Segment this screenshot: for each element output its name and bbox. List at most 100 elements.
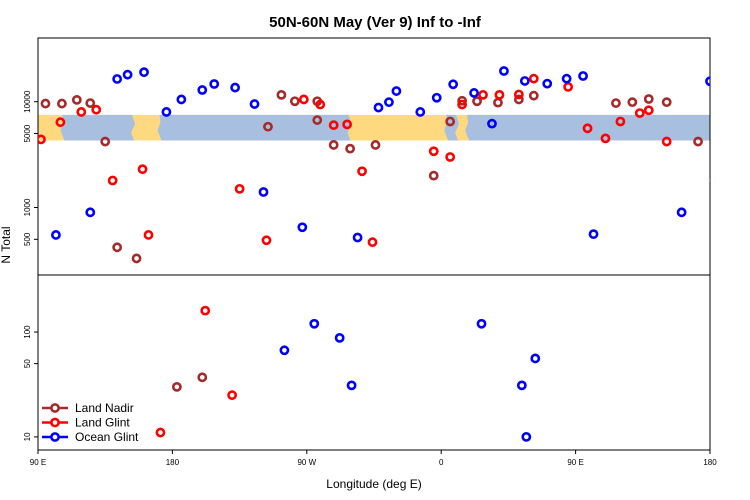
land-glint-point bbox=[107, 175, 118, 186]
land-nadir-point bbox=[661, 97, 672, 108]
world-map-band bbox=[38, 114, 710, 141]
ocean-glint-point bbox=[230, 82, 241, 93]
legend-label: Land Glint bbox=[75, 416, 130, 430]
ocean-glint-point bbox=[161, 107, 172, 117]
ocean-glint-point bbox=[112, 74, 123, 84]
land-glint-point bbox=[494, 89, 505, 100]
land-nadir-point bbox=[472, 96, 482, 107]
land-nadir-point bbox=[457, 95, 468, 106]
ocean-glint-point bbox=[469, 88, 479, 98]
land-nadir-point bbox=[721, 245, 728, 252]
map-sea-region bbox=[60, 114, 136, 141]
bottom-panel-y-tick-label: 50 bbox=[23, 359, 32, 368]
ocean-glint-point bbox=[705, 76, 710, 87]
land-glint-point bbox=[315, 99, 326, 110]
land-nadir-point bbox=[328, 140, 339, 150]
land-glint-point bbox=[428, 146, 439, 157]
ocean-glint-point bbox=[249, 99, 260, 109]
ocean-glint-point bbox=[297, 222, 308, 233]
bottom-panel-frame bbox=[37, 274, 711, 451]
top-panel-points bbox=[38, 66, 748, 264]
y-axis-title: N Total bbox=[0, 226, 13, 263]
land-nadir-point bbox=[100, 136, 111, 147]
land-nadir-point bbox=[276, 89, 287, 100]
land-nadir-point bbox=[85, 98, 96, 108]
x-tick-label: 90 E bbox=[30, 458, 46, 467]
land-nadir-point bbox=[56, 98, 67, 109]
top-panel-y-tick-label: 500 bbox=[23, 232, 32, 246]
land-nadir-point bbox=[493, 97, 503, 108]
legend-marker bbox=[50, 432, 60, 442]
x-tick-label: 90 E bbox=[567, 458, 583, 467]
land-glint-point bbox=[357, 166, 367, 177]
ocean-glint-point bbox=[448, 79, 459, 90]
ocean-glint-point bbox=[721, 73, 728, 80]
ocean-glint-point bbox=[542, 78, 553, 89]
land-nadir-point bbox=[445, 116, 456, 127]
land-glint-point bbox=[457, 99, 468, 110]
land-glint-point bbox=[367, 237, 378, 248]
x-tick-label: 180 bbox=[166, 458, 180, 467]
ocean-glint-point bbox=[516, 380, 527, 391]
ocean-glint-point bbox=[139, 67, 149, 78]
land-glint-point bbox=[227, 390, 238, 401]
land-nadir-point bbox=[197, 372, 208, 383]
ocean-glint-point bbox=[197, 85, 208, 95]
ocean-glint-point bbox=[373, 102, 384, 113]
land-glint-point bbox=[528, 73, 539, 84]
ocean-glint-point bbox=[519, 76, 530, 86]
ocean-glint-point bbox=[346, 380, 357, 391]
land-nadir-point bbox=[611, 98, 621, 108]
land-glint-point bbox=[261, 235, 272, 246]
land-glint-point bbox=[55, 117, 66, 128]
top-panel-y-tick-label: 5000 bbox=[23, 124, 32, 142]
ocean-glint-point bbox=[279, 345, 290, 356]
land-glint-point bbox=[342, 119, 353, 130]
x-axis-title: Longitude (deg E) bbox=[326, 477, 421, 491]
land-nadir-point bbox=[40, 98, 51, 109]
ocean-glint-point bbox=[741, 70, 748, 77]
legend-label: Ocean Glint bbox=[75, 430, 139, 444]
bottom-panel-y-tick-label: 10 bbox=[23, 432, 32, 441]
land-glint-point bbox=[200, 305, 211, 316]
map-sea-region bbox=[465, 114, 710, 141]
map-sea-region bbox=[444, 114, 460, 141]
ocean-glint-point bbox=[415, 107, 426, 117]
axes: 90 E 180 90 W 0 90 E 180 500 1000 5000 10000 10 50 1… bbox=[23, 90, 717, 467]
map-sea-region bbox=[157, 114, 352, 141]
land-glint-point bbox=[328, 120, 339, 131]
ocean-glint-point bbox=[309, 318, 320, 329]
ocean-glint-point bbox=[352, 232, 363, 243]
x-tick-label: 0 bbox=[439, 458, 444, 467]
bottom-panel-points bbox=[155, 305, 541, 442]
land-glint-point bbox=[155, 427, 166, 438]
ocean-glint-point bbox=[561, 73, 572, 84]
land-nadir-point bbox=[112, 242, 123, 253]
ocean-glint-point bbox=[209, 79, 220, 89]
land-glint-point bbox=[513, 89, 524, 100]
land-glint-point bbox=[234, 183, 245, 194]
ocean-glint-point bbox=[334, 332, 345, 343]
land-nadir-point bbox=[513, 94, 524, 105]
land-glint-point bbox=[143, 230, 154, 240]
ocean-glint-point bbox=[676, 207, 687, 218]
land-glint-point bbox=[563, 81, 574, 92]
x-tick-label: 180 bbox=[703, 458, 717, 467]
legend-label: Land Nadir bbox=[75, 401, 134, 415]
ocean-glint-point bbox=[588, 229, 599, 240]
top-panel-y-tick-label: 1000 bbox=[23, 198, 32, 216]
land-nadir-point bbox=[528, 90, 539, 101]
ocean-glint-point bbox=[487, 118, 497, 129]
bottom-panel-y-tick-label: 100 bbox=[23, 325, 32, 339]
land-nadir-point bbox=[643, 94, 654, 104]
land-glint-point bbox=[582, 123, 593, 134]
land-nadir-point bbox=[263, 121, 273, 132]
ocean-glint-point bbox=[530, 353, 541, 364]
land-glint-point bbox=[478, 89, 488, 100]
land-glint-point bbox=[600, 133, 611, 144]
land-nadir-point bbox=[428, 170, 439, 181]
land-glint-point bbox=[298, 94, 309, 105]
land-nadir-point bbox=[627, 97, 638, 108]
land-nadir-point bbox=[131, 253, 142, 264]
land-glint-point bbox=[643, 105, 654, 116]
